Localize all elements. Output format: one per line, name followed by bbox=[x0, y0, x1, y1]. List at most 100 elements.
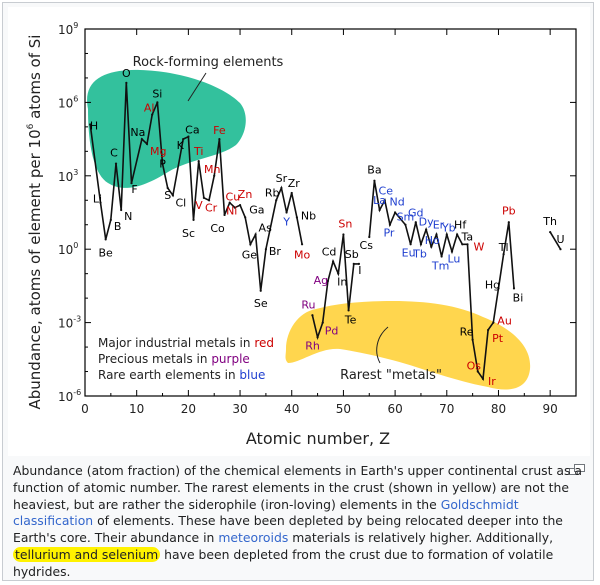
data-point-dy bbox=[425, 228, 428, 231]
data-point-au bbox=[492, 321, 495, 324]
element-label-yb: Yb bbox=[441, 222, 456, 235]
y-tick-label: 10-3 bbox=[58, 315, 81, 331]
data-point-ti bbox=[197, 160, 200, 163]
element-label-tl: Tl bbox=[498, 241, 509, 254]
figure-caption: Abundance (atom fraction) of the chemica… bbox=[13, 463, 591, 581]
data-point-ni bbox=[228, 201, 231, 204]
x-axis-label: Atomic number, Z bbox=[246, 429, 390, 448]
element-labels: H Li BeB C N O F Na Mg Al Si P S Cl KCa Sc Ti V Cr Mn Fe CoNi… bbox=[90, 67, 565, 388]
x-tick-label: 10 bbox=[129, 402, 144, 416]
data-point-li bbox=[99, 201, 102, 204]
figure-thumbnail: 0 10 20 30 40 50 60 70 80 90 109 106 103 100 10-3 10-6… bbox=[2, 2, 594, 581]
rock-forming-label: Rock-forming elements bbox=[133, 55, 284, 70]
element-label-cu: Cu bbox=[226, 191, 241, 204]
x-tick-label: 20 bbox=[181, 402, 196, 416]
x-tick-label: 90 bbox=[543, 402, 558, 416]
data-point-sn bbox=[342, 233, 345, 236]
enlarge-icon[interactable] bbox=[569, 463, 585, 475]
highlighted-text: tellurium and selenium bbox=[13, 546, 161, 562]
element-label-nb: Nb bbox=[301, 209, 316, 222]
data-point-pr bbox=[388, 223, 392, 226]
data-point-n bbox=[120, 208, 123, 212]
element-label-ir: Ir bbox=[488, 375, 496, 388]
data-point-zn bbox=[238, 204, 242, 207]
legend-item-blue: Rare earth elements in blue bbox=[98, 368, 265, 382]
goldschmidt-link[interactable]: Goldschmidt classification bbox=[13, 496, 519, 529]
data-point-re bbox=[471, 338, 474, 341]
element-label-hf: Hf bbox=[454, 219, 467, 232]
element-label-co: Co bbox=[210, 222, 225, 235]
data-point-tb bbox=[419, 243, 423, 246]
data-point-ta bbox=[461, 243, 464, 246]
element-label-ru: Ru bbox=[301, 298, 315, 311]
element-label-er: Er bbox=[433, 219, 445, 232]
data-point-rh bbox=[316, 336, 319, 339]
element-label-cd: Cd bbox=[322, 245, 337, 258]
x-tick-label: 80 bbox=[491, 402, 506, 416]
caption-text: Abundance (atom fraction) of the chemica… bbox=[13, 463, 583, 512]
data-point-hg bbox=[497, 287, 500, 290]
y-tick-label: 106 bbox=[58, 94, 78, 110]
element-label-ga: Ga bbox=[249, 203, 264, 216]
data-point-sm bbox=[404, 223, 407, 226]
data-point-ag bbox=[326, 279, 330, 283]
abundance-chart: 0 10 20 30 40 50 60 70 80 90 109 106 103 100 10-3 10-6… bbox=[26, 21, 577, 448]
legend-key: purple bbox=[211, 352, 250, 366]
element-label-ho: Ho bbox=[425, 234, 440, 247]
element-label-mn: Mn bbox=[204, 163, 220, 176]
element-label-pr: Pr bbox=[383, 227, 394, 240]
data-point-er bbox=[435, 233, 438, 236]
data-point-tl bbox=[502, 252, 505, 256]
data-point-sr bbox=[280, 186, 283, 190]
data-point-be bbox=[104, 238, 107, 241]
x-tick-label: 30 bbox=[232, 402, 247, 416]
y-tick-label: 10-6 bbox=[58, 388, 81, 404]
element-label-p: P bbox=[159, 158, 166, 171]
element-label-na: Na bbox=[130, 126, 145, 139]
legend-text: Precious metals in bbox=[98, 352, 211, 366]
data-point-lu bbox=[450, 250, 454, 253]
data-point-ru bbox=[311, 314, 314, 317]
data-point-mn bbox=[213, 174, 216, 177]
data-point-f bbox=[130, 182, 133, 185]
meteoroids-link[interactable]: meteoroids bbox=[218, 530, 289, 546]
data-point-ce bbox=[383, 199, 386, 202]
data-point-cs bbox=[368, 235, 371, 239]
legend-text: Major industrial metals in bbox=[98, 336, 254, 350]
x-tick-label: 40 bbox=[284, 402, 299, 416]
data-point-s bbox=[166, 186, 169, 190]
element-label-sb: Sb bbox=[345, 248, 359, 261]
data-point-tm bbox=[440, 255, 443, 258]
element-label-mo: Mo bbox=[294, 248, 310, 261]
element-label-li: Li bbox=[93, 193, 102, 206]
element-label-b: B bbox=[114, 220, 122, 233]
data-point-pd bbox=[321, 321, 324, 324]
element-label-y: Y bbox=[282, 216, 290, 229]
element-label-au: Au bbox=[497, 315, 512, 328]
y-tick-label: 100 bbox=[58, 241, 78, 257]
rarest-metals-label: Rarest "metals" bbox=[340, 368, 442, 383]
data-point-cl bbox=[171, 194, 174, 197]
data-point-na bbox=[140, 138, 143, 141]
element-label-re: Re bbox=[460, 326, 474, 339]
data-point-c bbox=[114, 162, 118, 165]
x-axis-ticks: 0 10 20 30 40 50 60 70 80 90 bbox=[81, 29, 577, 416]
x-tick-label: 70 bbox=[439, 402, 454, 416]
y-axis-ticks: 109 106 103 100 10-3 10-6 bbox=[58, 21, 576, 404]
data-point-ca bbox=[187, 135, 190, 138]
x-tick-label: 0 bbox=[81, 402, 89, 416]
element-label-la: La bbox=[373, 194, 386, 207]
legend-item-red: Major industrial metals in red bbox=[98, 336, 274, 350]
y-axis-label: Abundance, atoms of element per 106 atom… bbox=[26, 35, 44, 410]
element-label-k: K bbox=[177, 139, 185, 152]
data-point-ir bbox=[481, 377, 485, 380]
data-point-yb bbox=[445, 233, 448, 236]
element-label-c: C bbox=[110, 147, 118, 160]
data-point-se bbox=[259, 289, 262, 292]
data-point-hf bbox=[456, 233, 459, 236]
data-point-cd bbox=[331, 260, 335, 263]
series-lines bbox=[89, 81, 562, 382]
element-label-fe: Fe bbox=[213, 124, 226, 137]
element-label-rb: Rb bbox=[265, 186, 280, 199]
element-label-zr: Zr bbox=[288, 177, 301, 190]
